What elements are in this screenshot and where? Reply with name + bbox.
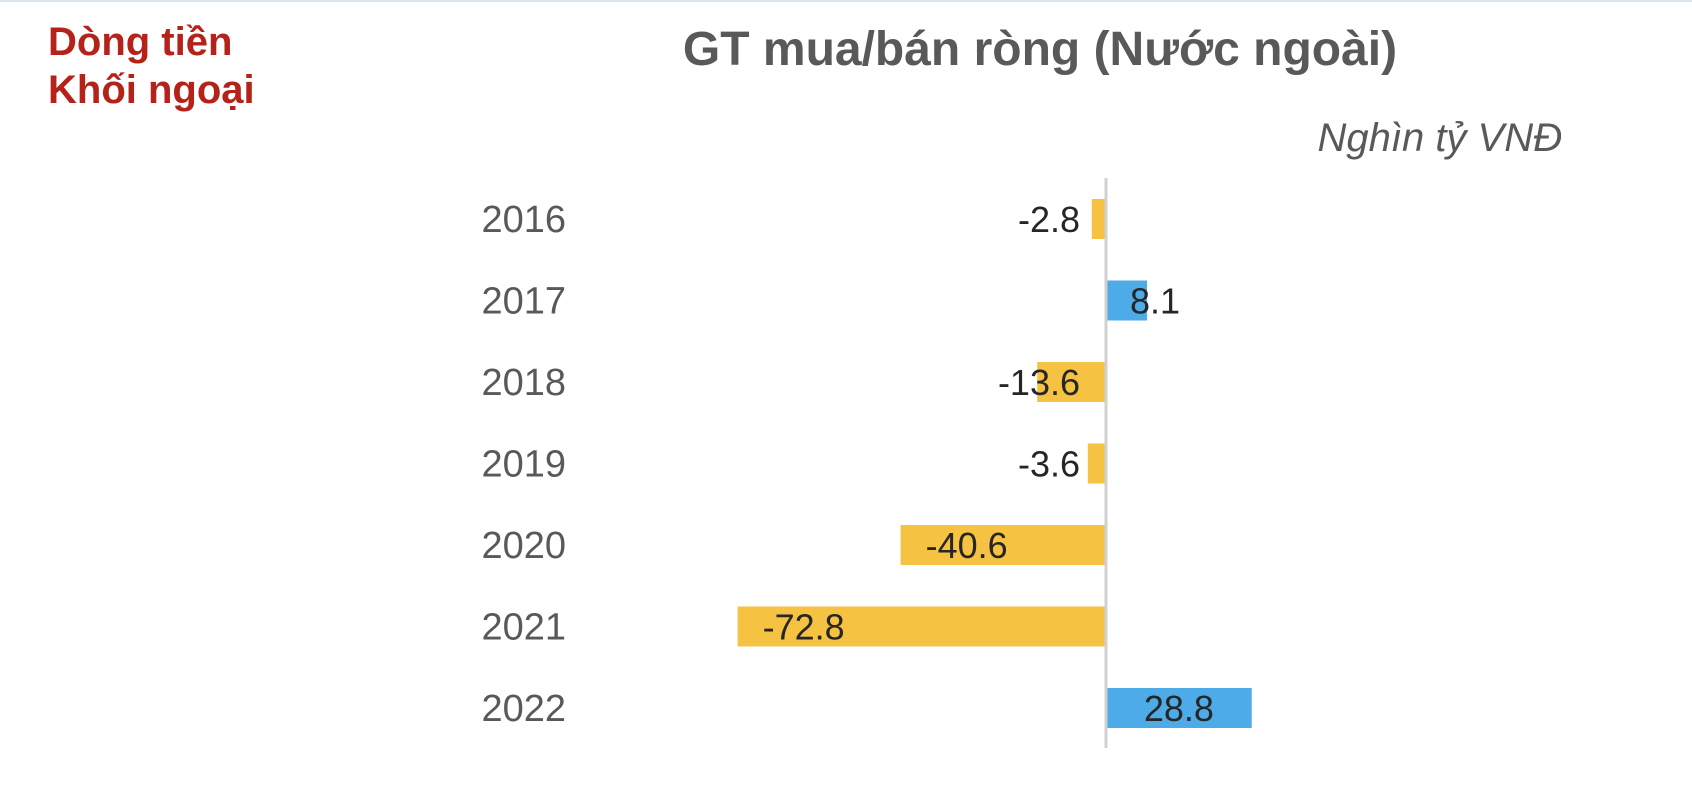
category-label-2020: 2020: [481, 525, 566, 567]
labels-layer: 2016 -2.8 2017 8.1 2018 -13.6 2019 -3.6 2020 -40.…: [481, 199, 1213, 730]
bar-2019: [1087, 443, 1106, 484]
bar-2018: [1037, 362, 1106, 402]
category-label-2017: 2017: [481, 281, 566, 323]
value-label-2016: -2.8: [1018, 199, 1080, 240]
section-label: Dòng tiền Khối ngoại: [48, 18, 255, 114]
value-label-2020: -40.6: [926, 525, 1008, 566]
category-label-2019: 2019: [481, 444, 566, 486]
bars-layer: [737, 199, 1252, 728]
bar-2022: [1106, 688, 1252, 728]
category-label-2018: 2018: [481, 362, 566, 404]
category-label-2022: 2022: [481, 688, 566, 730]
value-label-2021: -72.8: [763, 607, 845, 648]
section-label-line1: Dòng tiền: [48, 20, 233, 64]
section-label-line2: Khối ngoại: [48, 68, 255, 112]
chart-title: GT mua/bán ròng (Nước ngoài): [682, 23, 1398, 76]
category-label-2021: 2021: [481, 607, 566, 649]
unit-label: Nghìn tỷ VNĐ: [1317, 116, 1562, 160]
bar-2017: [1106, 280, 1147, 321]
value-label-2019: -3.6: [1018, 444, 1080, 485]
top-divider: [0, 0, 1692, 2]
bar-2020: [900, 525, 1106, 565]
value-label-2022: 28.8: [1144, 688, 1214, 729]
bar-2016: [1091, 199, 1106, 239]
bar-2021: [737, 606, 1106, 647]
value-label-2017: 8.1: [1130, 281, 1180, 322]
value-label-2018: -13.6: [998, 362, 1080, 403]
category-label-2016: 2016: [481, 199, 566, 241]
